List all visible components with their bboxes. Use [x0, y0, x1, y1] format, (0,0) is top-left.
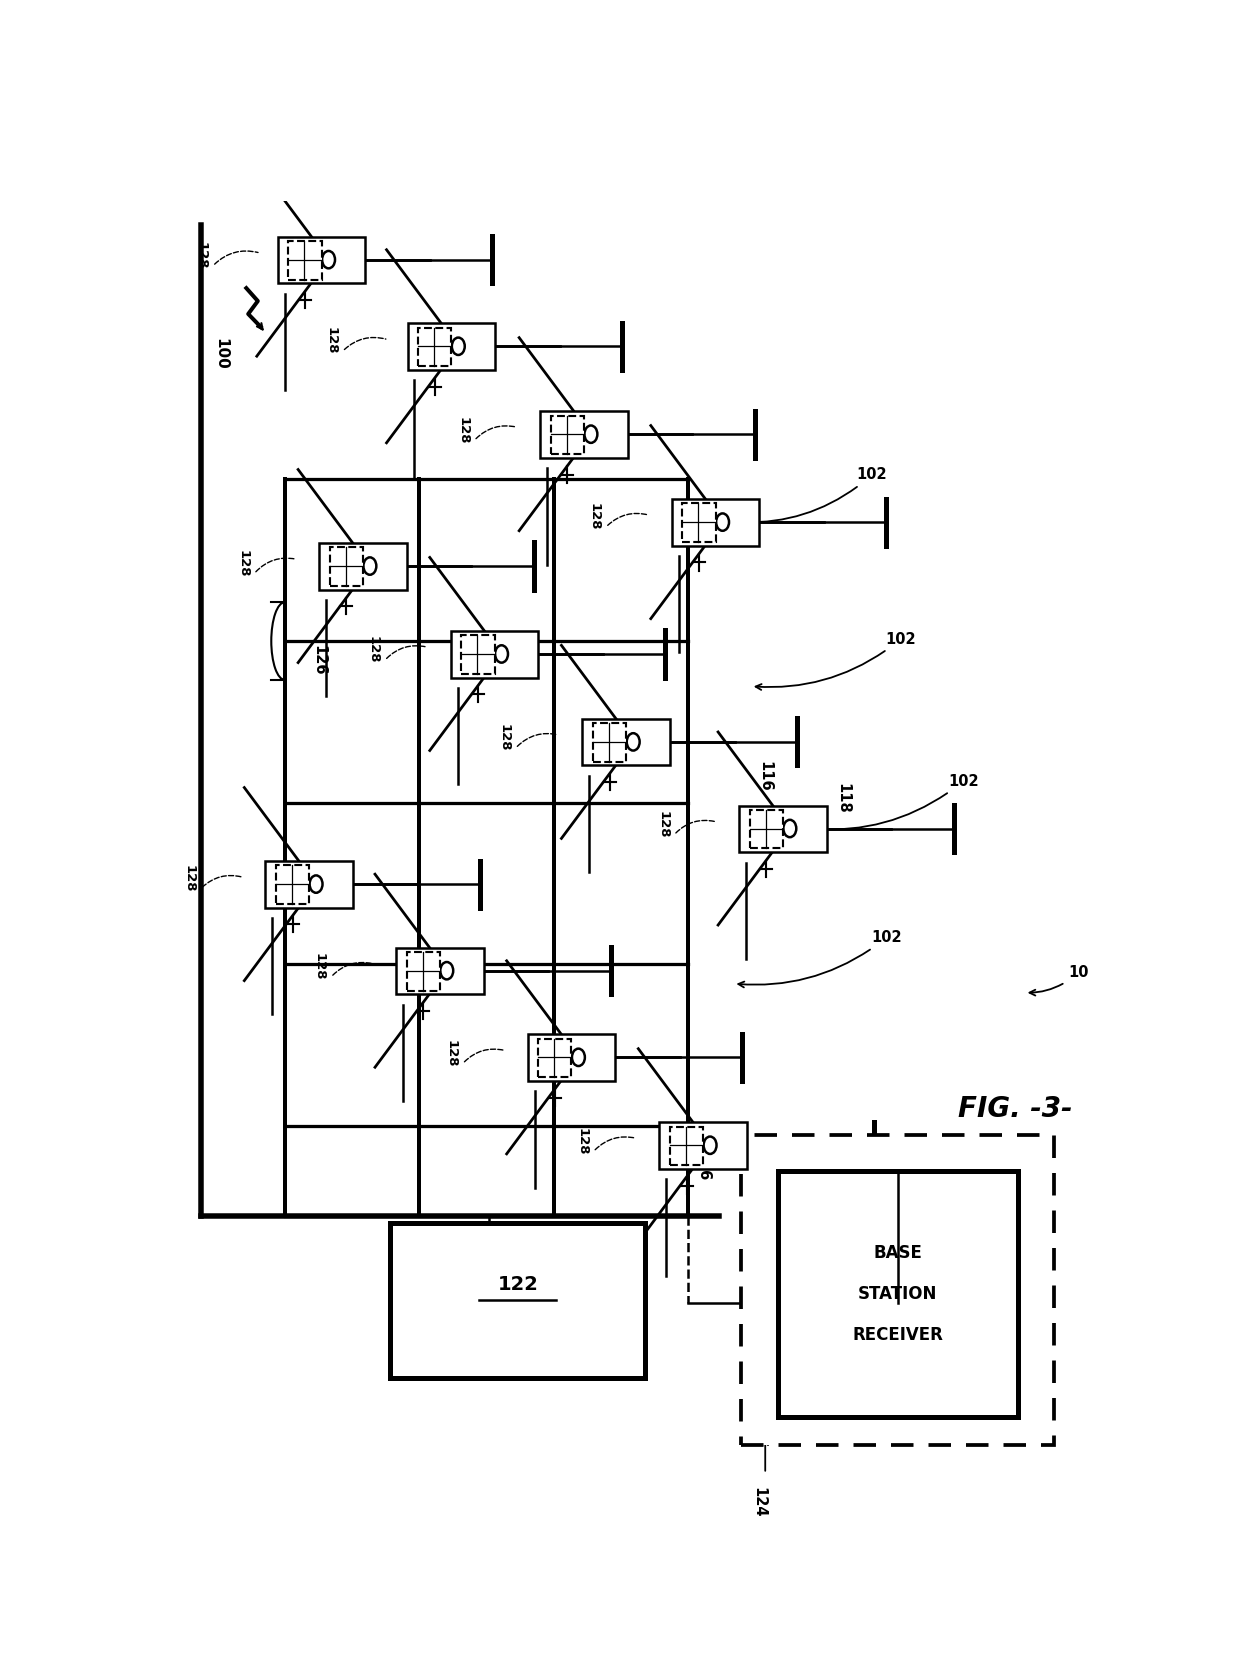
Bar — [461, 635, 495, 673]
Bar — [670, 1127, 703, 1165]
Text: 124: 124 — [751, 1486, 766, 1518]
Text: 100: 100 — [213, 337, 228, 369]
Bar — [330, 547, 363, 586]
Text: 26: 26 — [696, 1160, 711, 1182]
Bar — [551, 416, 584, 453]
Bar — [750, 809, 782, 848]
Text: 10: 10 — [1029, 965, 1089, 996]
Text: 122: 122 — [497, 1276, 538, 1295]
Text: 128: 128 — [195, 242, 208, 270]
Text: RECEIVER: RECEIVER — [852, 1326, 944, 1345]
Bar — [682, 504, 715, 542]
Bar — [528, 1034, 615, 1081]
Text: 128: 128 — [656, 811, 670, 838]
Bar — [289, 242, 321, 279]
Bar — [265, 861, 353, 908]
Bar — [583, 719, 670, 766]
Bar — [278, 237, 366, 284]
Bar — [396, 947, 484, 994]
Text: 102: 102 — [755, 631, 916, 690]
Text: 102: 102 — [815, 774, 978, 833]
Bar — [739, 806, 827, 851]
Bar — [538, 1039, 572, 1078]
Text: STATION: STATION — [858, 1284, 937, 1303]
Text: 102: 102 — [744, 467, 887, 526]
Text: 128: 128 — [575, 1128, 589, 1155]
Bar — [319, 542, 407, 589]
Bar — [742, 1135, 1054, 1446]
Bar — [593, 724, 626, 762]
Text: 128: 128 — [445, 1039, 458, 1068]
Text: 128: 128 — [182, 865, 196, 893]
Text: 128: 128 — [497, 724, 511, 752]
Text: 125: 125 — [760, 1286, 804, 1415]
Text: 126: 126 — [311, 645, 326, 675]
Text: FIG. -3-: FIG. -3- — [957, 1095, 1073, 1123]
Text: 118: 118 — [836, 784, 851, 814]
Text: 128: 128 — [325, 327, 337, 354]
Text: 102: 102 — [738, 930, 901, 987]
Bar — [660, 1122, 746, 1169]
Bar — [408, 324, 495, 369]
Text: 116: 116 — [758, 762, 773, 792]
Bar — [391, 1222, 645, 1378]
Bar — [277, 865, 309, 903]
Text: 128: 128 — [312, 954, 326, 981]
Bar — [418, 327, 451, 366]
Bar — [451, 631, 538, 678]
Text: 128: 128 — [236, 549, 249, 578]
Text: 128: 128 — [456, 416, 469, 443]
Bar — [407, 952, 440, 991]
Bar — [541, 411, 627, 458]
Bar — [777, 1172, 1018, 1417]
Text: BASE: BASE — [873, 1244, 923, 1261]
Text: 128: 128 — [588, 504, 601, 531]
Text: 128: 128 — [367, 636, 379, 663]
Bar — [672, 499, 759, 546]
